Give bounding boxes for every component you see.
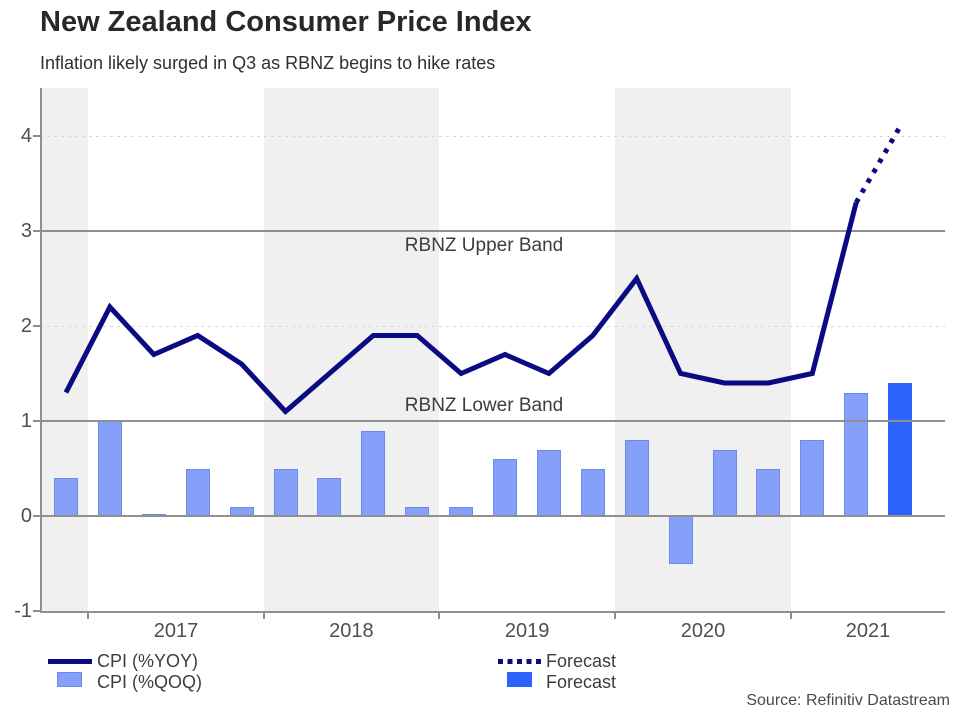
y-tick — [33, 135, 40, 137]
qoq-bar — [844, 392, 869, 516]
y-tick-label: -1 — [14, 600, 32, 622]
x-tick-label: 2018 — [329, 620, 374, 642]
y-tick — [33, 515, 40, 517]
qoq-bar — [317, 478, 342, 516]
qoq-bar — [185, 468, 210, 516]
y-tick-label: 4 — [20, 125, 32, 147]
chart-title: New Zealand Consumer Price Index — [40, 6, 532, 38]
x-tick-label: 2020 — [680, 620, 726, 642]
x-tick — [790, 613, 792, 619]
qoq-bar — [712, 449, 737, 516]
y-tick-label: 3 — [20, 220, 32, 242]
chart-subtitle: Inflation likely surged in Q3 as RBNZ be… — [40, 53, 496, 73]
forecast-dotted-line — [854, 125, 903, 204]
dotted-gridline — [40, 135, 945, 137]
x-tick-label: 2021 — [845, 620, 891, 642]
qoq-bar — [361, 430, 386, 516]
y-tick — [33, 230, 40, 232]
legend-label-forecast-bar: Forecast — [546, 672, 617, 692]
qoq-bar — [493, 459, 517, 516]
x-tick — [614, 613, 616, 619]
qoq-bar — [756, 468, 781, 516]
legend-swatch-forecast-dotted-line — [498, 659, 542, 664]
legend-label-cpi-qoq: CPI (%QOQ) — [97, 672, 203, 692]
x-tick-label: 2019 — [504, 620, 550, 642]
rbnz-band-line — [40, 230, 945, 232]
y-tick — [33, 420, 40, 422]
qoq-bar — [97, 421, 122, 516]
y-axis-line — [40, 88, 42, 613]
yoy-line — [63, 201, 859, 415]
y-tick — [33, 610, 40, 612]
legend-swatch-cpi-qoq-bar — [57, 672, 82, 687]
legend-swatch-cpi-yoy-line — [48, 659, 92, 664]
legend-label-forecast-line: Forecast — [546, 651, 617, 671]
rbnz-lower-band-label: RBNZ Lower Band — [404, 395, 564, 416]
x-tick-label: 2017 — [153, 620, 199, 642]
y-tick-label: 2 — [20, 315, 32, 337]
source-attribution: Source: Refinitiv Datastream — [746, 692, 950, 709]
rbnz-upper-band-label: RBNZ Upper Band — [404, 235, 564, 256]
x-axis-line — [40, 611, 945, 613]
year-shade-band — [263, 88, 440, 613]
x-tick — [262, 613, 265, 619]
plot-area — [33, 88, 945, 619]
cpi-yoy-line-layer — [63, 125, 903, 415]
legend-swatch-forecast-bar — [507, 672, 532, 687]
y-tick-label: 1 — [20, 410, 32, 432]
legend-label-cpi-yoy: CPI (%YOY) — [97, 651, 199, 671]
rbnz-band-line — [40, 420, 945, 422]
x-tick — [87, 613, 89, 619]
qoq-bar — [273, 468, 298, 516]
y-tick — [33, 325, 40, 327]
dotted-gridline — [40, 325, 945, 327]
y-tick-label: 0 — [20, 505, 32, 527]
qoq-bar — [800, 440, 825, 516]
qoq-bar — [580, 468, 605, 516]
zero-line — [40, 515, 945, 517]
qoq-bar — [668, 516, 693, 564]
qoq-bar — [624, 440, 649, 516]
year-shade-band — [615, 88, 791, 613]
qoq-forecast-bar — [888, 383, 913, 516]
year-shade-band — [42, 88, 88, 613]
x-tick — [438, 613, 441, 619]
